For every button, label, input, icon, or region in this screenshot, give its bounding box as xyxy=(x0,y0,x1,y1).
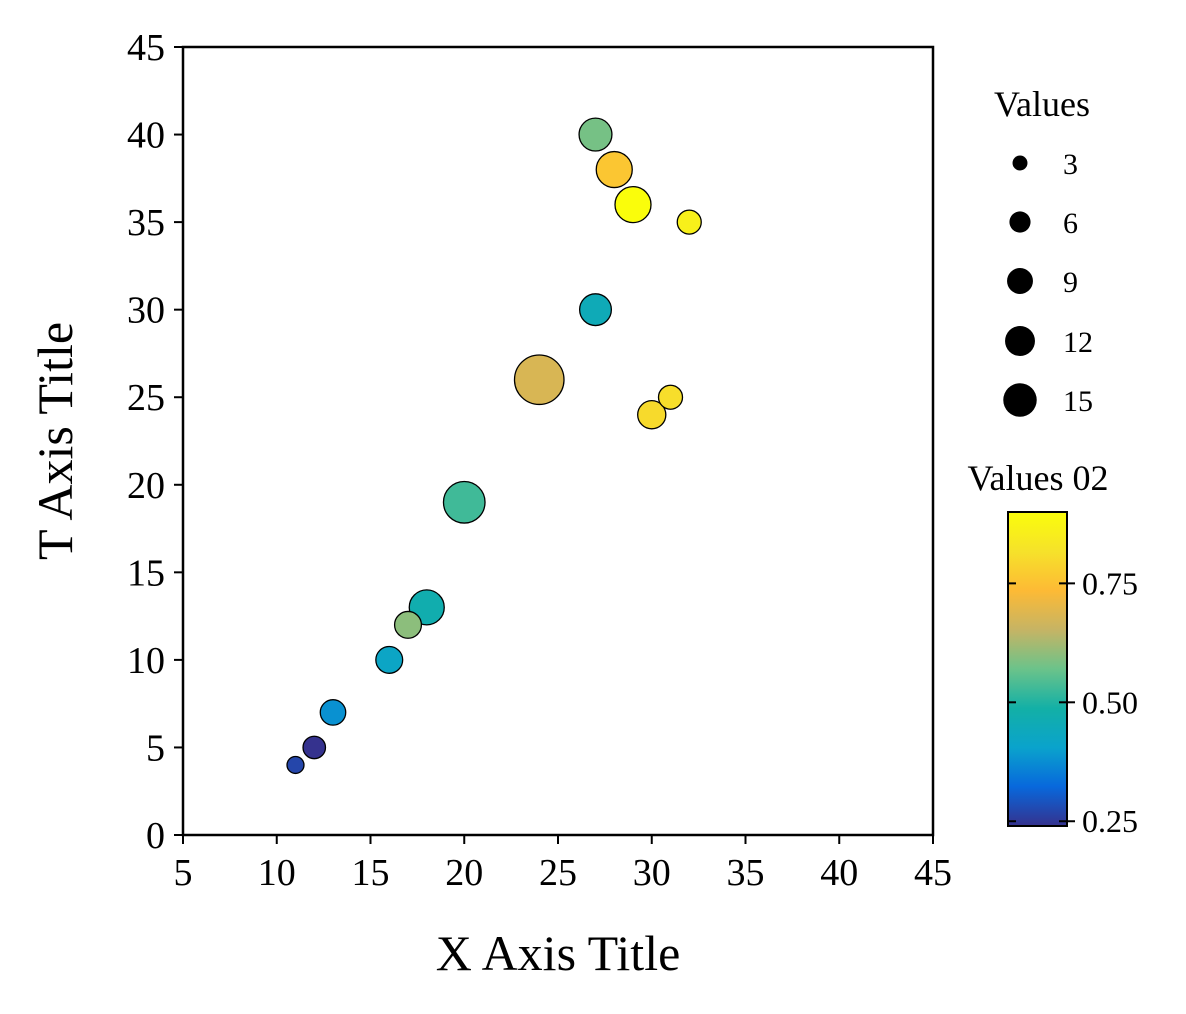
size-legend-marker xyxy=(1007,268,1033,294)
x-tick-label: 20 xyxy=(445,852,483,894)
size-legend-label: 3 xyxy=(1063,148,1078,181)
data-point-13 xyxy=(657,384,684,410)
colorbar-tick-label: 0.25 xyxy=(1082,803,1138,839)
plot-frame xyxy=(181,45,935,837)
y-tick-label: 25 xyxy=(127,377,165,419)
points-layer xyxy=(286,117,702,775)
x-tick-label: 30 xyxy=(633,852,671,894)
data-point-3 xyxy=(375,645,404,674)
y-tick-label: 30 xyxy=(127,290,165,332)
data-point-4 xyxy=(393,610,423,639)
x-tick-label: 45 xyxy=(914,852,952,894)
y-tick-label: 10 xyxy=(127,640,165,682)
data-point-8 xyxy=(578,293,613,327)
data-point-7 xyxy=(513,354,565,406)
colorbar-ticks: 0.25 0.50 0.75 xyxy=(1008,565,1138,839)
data-point-9 xyxy=(578,117,613,152)
colorbar-tick-label: 0.50 xyxy=(1082,684,1138,720)
y-tick-label: 35 xyxy=(127,202,165,244)
x-tick-label: 40 xyxy=(820,852,858,894)
size-legend-label: 15 xyxy=(1063,385,1093,418)
x-axis-title: X Axis Title xyxy=(436,925,681,981)
data-point-10 xyxy=(595,150,633,189)
y-tick-label: 40 xyxy=(127,115,165,157)
colorbar xyxy=(1007,511,1068,827)
data-point-6 xyxy=(442,480,486,524)
data-point-14 xyxy=(676,209,702,235)
x-tick-label: 15 xyxy=(352,852,390,894)
colorbar-tick-label: 0.75 xyxy=(1082,565,1138,601)
x-tick-label: 35 xyxy=(727,852,765,894)
size-legend-label: 9 xyxy=(1063,266,1078,299)
data-point-0 xyxy=(286,755,305,775)
y-axis-title: T Axis Title xyxy=(27,322,83,560)
x-tick-label: 5 xyxy=(174,852,193,894)
y-tick-label: 5 xyxy=(146,727,165,769)
size-legend-label: 12 xyxy=(1063,326,1093,359)
x-axis: 5 10 15 20 25 30 35 40 45 xyxy=(174,835,952,894)
size-legend-marker xyxy=(1012,155,1028,171)
size-legend-marker xyxy=(1009,211,1031,233)
colorbar-title: Values 02 xyxy=(968,458,1109,498)
x-tick-label: 10 xyxy=(258,852,296,894)
size-legend-title: Values xyxy=(994,84,1090,124)
data-point-12 xyxy=(637,400,667,430)
x-tick-label: 25 xyxy=(539,852,577,894)
y-tick-label: 15 xyxy=(127,552,165,594)
size-legend: 3 6 9 12 15 xyxy=(1003,148,1093,418)
y-tick-label: 0 xyxy=(146,815,165,857)
data-point-2 xyxy=(319,699,347,726)
data-point-11 xyxy=(614,185,652,224)
y-tick-label: 45 xyxy=(127,27,165,69)
size-legend-marker xyxy=(1005,326,1035,356)
y-axis: 0 5 10 15 20 25 30 35 40 45 xyxy=(127,27,183,857)
data-point-1 xyxy=(302,735,327,760)
size-legend-marker xyxy=(1003,383,1037,417)
size-legend-label: 6 xyxy=(1063,207,1078,240)
y-tick-label: 20 xyxy=(127,465,165,507)
